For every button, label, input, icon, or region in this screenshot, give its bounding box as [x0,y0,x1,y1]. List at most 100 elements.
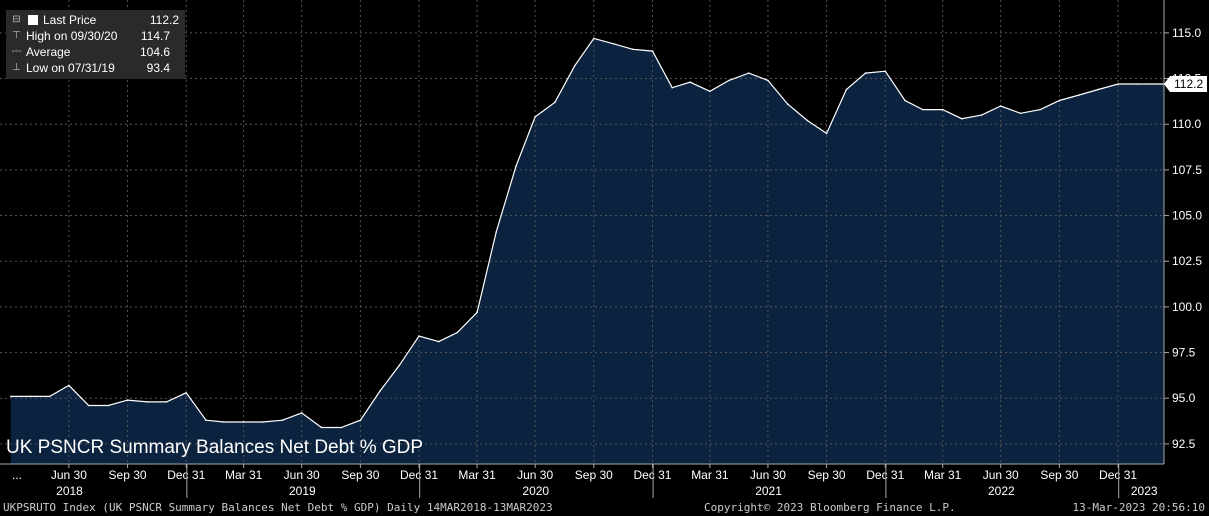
data-point [786,103,789,105]
series-area [10,38,1164,465]
data-point [941,108,944,111]
x-tick-label: Jun 30 [983,468,1019,482]
footer-copyright: Copyright© 2023 Bloomberg Finance L.P. [704,501,956,514]
data-point [87,404,90,407]
data-point [1097,88,1100,91]
data-point [242,421,245,423]
data-point [476,311,478,314]
y-tick-label: 97.5 [1172,346,1196,360]
y-tick-label: 95.0 [1172,391,1196,405]
year-label: 2018 [56,484,83,498]
data-point [185,392,187,394]
x-tick-label: Mar 31 [691,468,729,482]
legend-label: High on 09/30/20 [26,29,118,43]
data-point [398,364,401,367]
legend-row-average: -◦- Average 104.6 [10,44,179,60]
x-tick-label: Mar 31 [458,468,496,482]
data-point [651,50,654,52]
y-tick-label: 107.5 [1172,163,1202,177]
data-point [340,426,343,429]
data-point [904,99,906,102]
data-point [68,384,70,387]
collapse-icon[interactable]: ⊟ [12,14,21,25]
legend-value: 93.4 [146,61,170,75]
high-marker-icon: ⊤ [12,30,21,41]
data-point [709,90,711,93]
data-point [146,401,149,403]
x-tick-label: ... [12,468,22,482]
data-point [359,419,362,422]
footer-ticker: UKPSRUTO Index (UK PSNCR Summary Balance… [3,501,553,514]
data-point [1078,94,1080,96]
data-point [1117,83,1119,85]
last-price-tag-label: 112.2 [1174,77,1203,91]
y-tick-label: 102.5 [1172,254,1202,268]
footer-timestamp: 13-Mar-2023 20:56:10 [1072,501,1205,514]
data-point [631,48,634,51]
year-label: 2019 [289,484,316,498]
x-tick-label: Jun 30 [517,468,553,482]
y-tick-label: 92.5 [1172,437,1196,451]
x-tick-label: Sep 30 [808,468,846,482]
year-label: 2022 [988,484,1015,498]
data-point [418,335,420,337]
y-tick-label: 100.0 [1172,300,1202,314]
x-tick-label: Jun 30 [284,468,320,482]
data-point [281,419,284,422]
data-point [728,79,730,82]
data-point [845,88,848,91]
x-tick-label: Sep 30 [109,468,147,482]
data-point [980,114,983,116]
data-point [165,401,168,403]
series-line [10,37,1164,429]
data-point [748,72,750,74]
data-point [1137,83,1139,85]
x-tick-label: Sep 30 [575,468,613,482]
data-point [456,331,459,334]
data-point [612,43,615,45]
data-point [534,116,536,118]
legend-row-last-price: ⊟ Last Price 112.2 [10,12,179,28]
legend-label: Low on 07/31/19 [26,61,115,75]
last-price-swatch-icon [28,15,38,25]
data-point [864,72,867,74]
y-tick-label: 110.0 [1172,117,1201,131]
data-point [884,70,887,72]
legend-label: Last Price [43,13,97,27]
x-tick-label: Sep 30 [341,468,379,482]
data-point [29,395,31,398]
data-point [554,101,556,104]
data-point [223,421,225,423]
data-point [1019,112,1022,115]
x-tick-label: Jun 30 [750,468,786,482]
data-point [999,105,1002,107]
data-point [48,395,51,398]
legend-row-high: ⊤ High on 09/30/20 114.7 [10,28,179,44]
data-point [438,340,440,343]
data-point [593,37,595,40]
x-tick-label: Mar 31 [924,468,962,482]
data-point [300,412,303,414]
data-point [806,119,809,122]
data-point [922,108,924,111]
data-point [825,132,828,135]
data-point [1058,99,1061,102]
y-tick-label: 105.0 [1172,209,1202,223]
legend-row-low: ⊥ Low on 07/31/19 93.4 [10,60,179,76]
x-tick-label: Sep 30 [1040,468,1078,482]
data-point [689,81,691,83]
data-point [1039,108,1042,111]
x-tick-label: Mar 31 [225,468,263,482]
data-point [10,395,12,398]
chart-canvas: 92.5 95.0 97.5 100.0 102.5 105.0 107.5 110.0 112… [0,0,1209,498]
chart-title: UK PSNCR Summary Balances Net Debt % GDP [6,437,424,458]
data-point [573,65,576,67]
data-point [767,79,769,82]
x-tick-label: Jun 30 [51,468,87,482]
year-label: 2023 [1131,484,1158,498]
last-price-tag [1164,76,1207,93]
data-point [515,165,517,167]
footer: UKPSRUTO Index (UK PSNCR Summary Balance… [0,498,1209,516]
year-label: 2021 [755,484,782,498]
legend-value: 114.7 [140,29,170,43]
